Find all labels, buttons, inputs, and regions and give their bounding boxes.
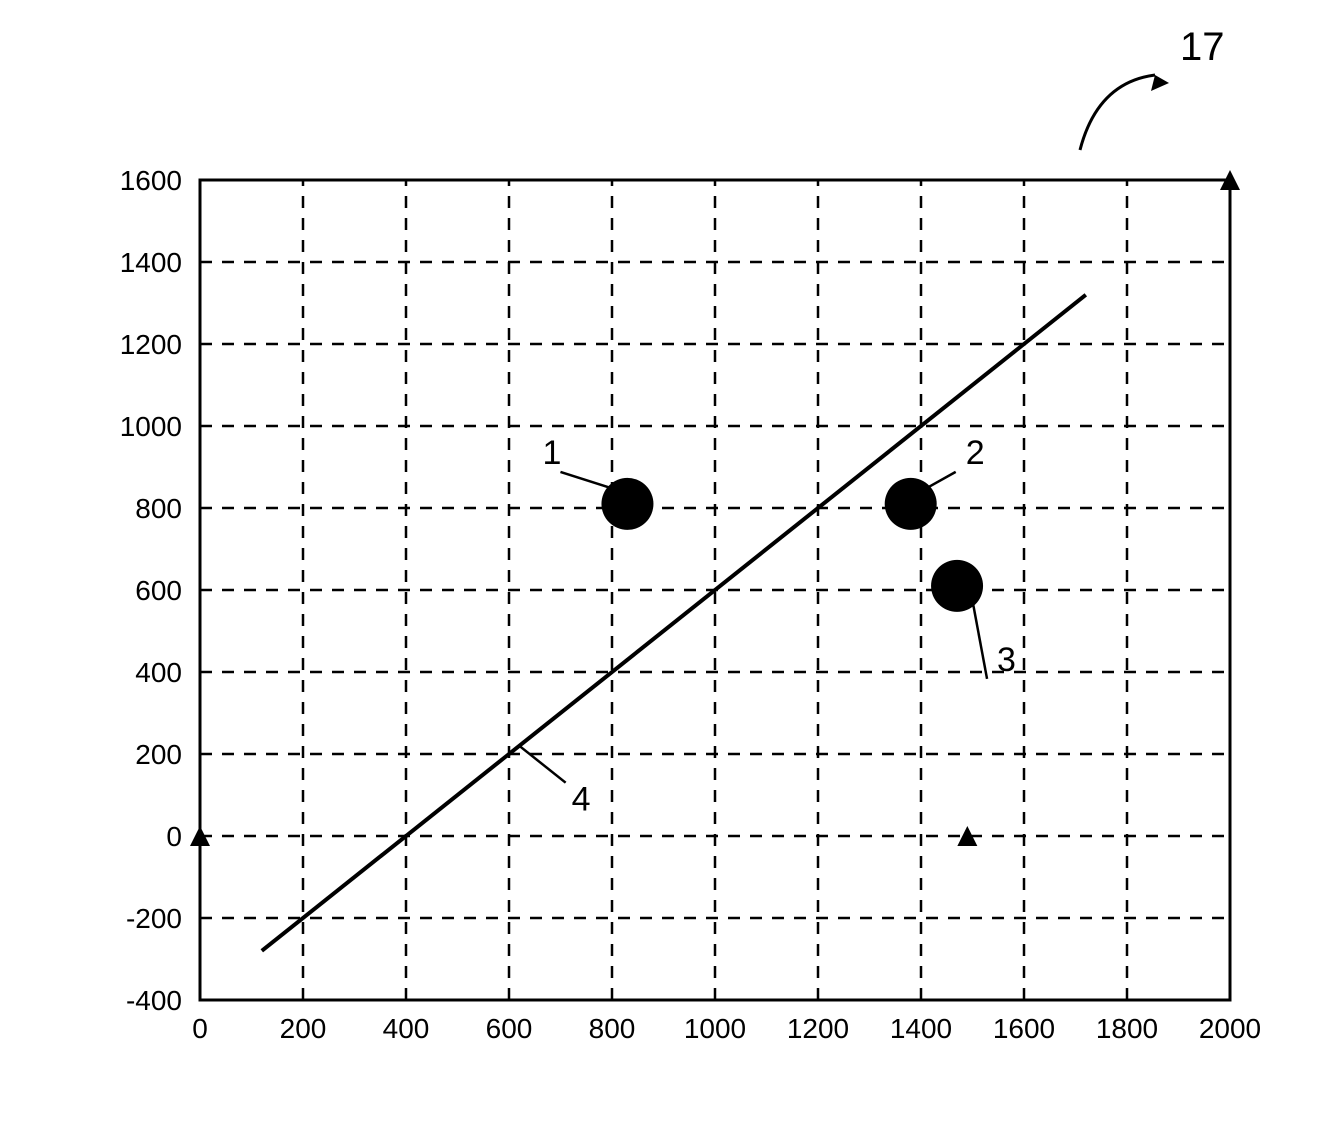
- y-tick-label: -400: [126, 985, 182, 1016]
- y-tick-label: 400: [135, 657, 182, 688]
- x-tick-label: 0: [192, 1013, 208, 1044]
- x-tick-label: 1600: [993, 1013, 1055, 1044]
- point-label: 3: [997, 641, 1016, 679]
- x-tick-label: 2000: [1199, 1013, 1261, 1044]
- y-tick-label: 800: [135, 493, 182, 524]
- y-tick-label: 200: [135, 739, 182, 770]
- point-label: 2: [966, 434, 985, 472]
- scatter-point: [931, 560, 983, 612]
- y-tick-label: 1600: [120, 165, 182, 196]
- x-tick-label: 1000: [684, 1013, 746, 1044]
- x-tick-label: 800: [589, 1013, 636, 1044]
- point-label: 1: [542, 434, 561, 472]
- x-tick-label: 200: [280, 1013, 327, 1044]
- scatter-chart: 1 2 3 4 0 200 400 600 800 1000 1200 1400 1600 1800 200…: [0, 0, 1325, 1125]
- x-tick-label: 1400: [890, 1013, 952, 1044]
- x-tick-label: 1200: [787, 1013, 849, 1044]
- y-tick-label: 600: [135, 575, 182, 606]
- x-tick-label: 400: [383, 1013, 430, 1044]
- scatter-point: [601, 478, 653, 530]
- chart-svg: 1 2 3 4 0 200 400 600 800 1000 1200 1400 1600 1800 200…: [0, 0, 1325, 1125]
- figure-reference-label: 17: [1180, 25, 1225, 69]
- y-tick-label: 1400: [120, 247, 182, 278]
- y-tick-label: 1200: [120, 329, 182, 360]
- y-tick-label: 0: [166, 821, 182, 852]
- line-annotation-label: 4: [572, 781, 591, 819]
- y-tick-label: -200: [126, 903, 182, 934]
- x-tick-label: 1800: [1096, 1013, 1158, 1044]
- y-tick-label: 1000: [120, 411, 182, 442]
- x-tick-label: 600: [486, 1013, 533, 1044]
